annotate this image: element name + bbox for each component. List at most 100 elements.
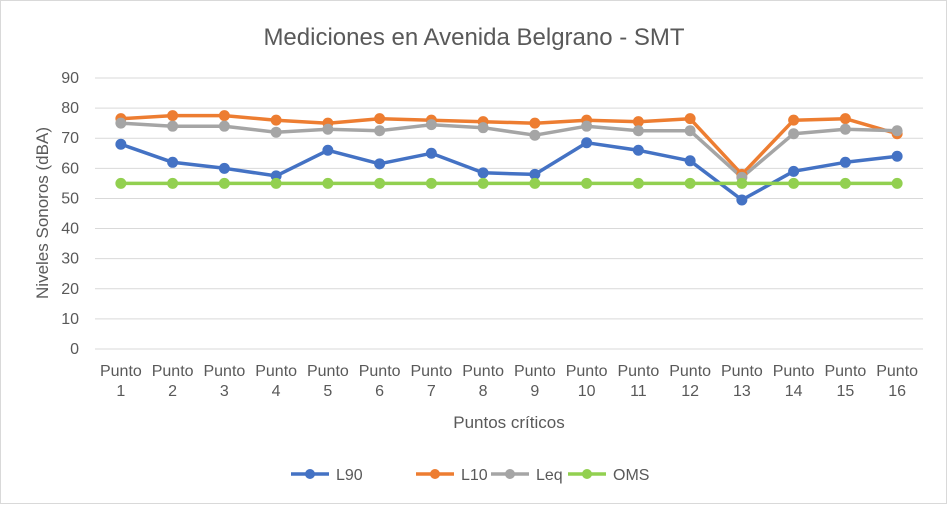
x-tick-line-1: Punto: [824, 363, 866, 380]
data-point-l90: [581, 137, 593, 149]
data-point-oms: [529, 177, 541, 189]
x-tick-label: Punto 11: [617, 363, 659, 400]
y-tick-label: 40: [61, 221, 79, 238]
x-tick-line-2: 13: [733, 383, 751, 400]
data-point-oms: [788, 177, 800, 189]
series-line-l90: [120, 140, 898, 202]
data-point-l10: [270, 114, 282, 126]
data-point-leq: [632, 125, 644, 137]
data-point-leq: [322, 123, 334, 135]
data-point-oms: [322, 177, 334, 189]
data-point-l90: [632, 144, 644, 156]
legend-item-l10: L10: [416, 467, 488, 484]
y-tick-label: 10: [61, 311, 79, 328]
y-tick-label: 60: [61, 160, 79, 177]
series-lines: [120, 113, 898, 202]
chart-title: Mediciones en Avenida Belgrano - SMT: [263, 24, 684, 51]
x-tick-line-2: 6: [375, 383, 384, 400]
data-point-leq: [891, 125, 903, 137]
x-tick-label: Punto 9: [514, 363, 556, 400]
data-point-leq: [477, 122, 489, 134]
x-tick-line-2: 16: [888, 383, 906, 400]
data-point-leq: [218, 120, 230, 132]
x-tick-line-2: 9: [530, 383, 539, 400]
x-tick-label: Punto 15: [824, 363, 866, 400]
data-point-l90: [218, 162, 230, 174]
x-tick-line-2: 5: [323, 383, 332, 400]
x-tick-label: Punto 4: [255, 363, 297, 400]
x-tick-line-2: 3: [220, 383, 229, 400]
y-tick-label: 50: [61, 190, 79, 207]
data-point-l10: [529, 117, 541, 129]
x-tick-label: Punto 10: [566, 363, 608, 400]
x-tick-line-1: Punto: [721, 363, 763, 380]
x-tick-line-2: 14: [785, 383, 803, 400]
data-point-l90: [839, 156, 851, 168]
data-point-l10: [788, 114, 800, 126]
data-point-leq: [167, 120, 179, 132]
legend-label-leq: Leq: [536, 467, 563, 484]
y-tick-label: 70: [61, 130, 79, 147]
data-point-leq: [425, 119, 437, 131]
data-point-l10: [684, 113, 696, 125]
legend-marker-leq: [505, 469, 515, 479]
x-axis-label: Puntos críticos: [453, 413, 565, 432]
data-point-oms: [736, 177, 748, 189]
legend-marker-l10: [430, 469, 440, 479]
legend-label-oms: OMS: [613, 467, 649, 484]
x-tick-label: Punto 7: [410, 363, 452, 400]
x-tick-line-2: 4: [272, 383, 281, 400]
data-point-leq: [788, 128, 800, 140]
series-line-leq: [120, 121, 898, 180]
data-point-l10: [839, 113, 851, 125]
x-tick-line-1: Punto: [617, 363, 659, 380]
data-point-l10: [167, 110, 179, 122]
data-point-l90: [425, 147, 437, 159]
data-point-l90: [374, 158, 386, 170]
legend-item-l90: L90: [291, 467, 363, 484]
data-point-oms: [425, 177, 437, 189]
data-point-l10: [374, 113, 386, 125]
legend-marker-oms: [582, 469, 592, 479]
y-axis-label: Niveles Sonoros (dBA): [33, 127, 52, 299]
x-tick-line-2: 2: [168, 383, 177, 400]
data-point-l90: [322, 144, 334, 156]
x-tick-line-2: 7: [427, 383, 436, 400]
y-tick-label: 80: [61, 100, 79, 117]
data-point-l90: [684, 155, 696, 167]
x-tick-line-2: 11: [630, 383, 647, 400]
x-tick-line-1: Punto: [100, 363, 142, 380]
x-tick-label: Punto 12: [669, 363, 711, 400]
data-point-leq: [115, 117, 127, 129]
x-tick-line-1: Punto: [514, 363, 556, 380]
data-point-leq: [529, 129, 541, 141]
x-tick-line-2: 1: [116, 383, 125, 400]
x-tick-label: Punto 1: [100, 363, 142, 400]
data-point-leq: [581, 120, 593, 132]
x-tick-line-2: 8: [479, 383, 488, 400]
x-tick-label: Punto 3: [203, 363, 245, 400]
y-tick-label: 20: [61, 281, 79, 298]
legend-label-l10: L10: [461, 467, 488, 484]
x-tick-label: Punto 2: [152, 363, 194, 400]
x-tick-line-2: 15: [836, 383, 854, 400]
x-tick-line-1: Punto: [876, 363, 918, 380]
data-point-oms: [581, 177, 593, 189]
legend-item-oms: OMS: [568, 467, 649, 484]
data-point-oms: [218, 177, 230, 189]
y-tick-label: 0: [70, 341, 79, 358]
data-point-oms: [270, 177, 282, 189]
data-point-oms: [374, 177, 386, 189]
data-point-oms: [891, 177, 903, 189]
legend: L90 L10 Leq OMS: [291, 467, 649, 484]
data-point-l90: [477, 167, 489, 179]
x-tick-label: Punto 8: [462, 363, 504, 400]
data-point-l90: [788, 165, 800, 177]
x-tick-label: Punto 5: [307, 363, 349, 400]
x-tick-label: Punto 6: [359, 363, 401, 400]
y-axis-ticks: 0 10 20 30 40 50 60 70 80 90: [61, 70, 79, 358]
data-point-oms: [839, 177, 851, 189]
